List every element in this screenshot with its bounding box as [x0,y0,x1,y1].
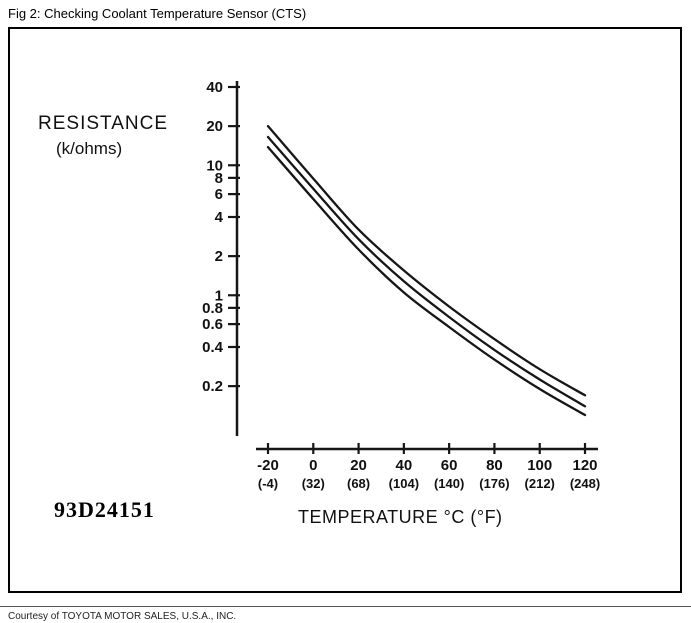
x-tick-label-celsius: 120 [572,457,597,474]
figure-caption: Fig 2: Checking Coolant Temperature Sens… [8,6,307,21]
x-tick-label-celsius: -20 [257,457,279,474]
y-tick-label: 40 [206,79,223,96]
x-tick-label-fahrenheit: (212) [525,476,555,491]
y-tick-label: 0.2 [202,378,223,395]
x-tick-label-fahrenheit: (-4) [258,476,278,491]
x-tick-label-celsius: 100 [527,457,552,474]
y-tick-label: 0.8 [202,300,223,317]
x-tick-label-fahrenheit: (248) [570,476,600,491]
footer-divider [0,606,691,607]
x-tick-label-fahrenheit: (176) [479,476,509,491]
y-tick-label: 0.6 [202,316,223,333]
y-tick-label: 20 [206,118,223,135]
y-tick-label: 8 [215,170,223,187]
y-tick-label: 0.4 [202,339,224,356]
y-axis-title: RESISTANCE [38,113,169,134]
figure-id: 93D24151 [54,497,155,522]
x-tick-label-celsius: 60 [441,457,458,474]
x-tick-label-fahrenheit: (104) [389,476,419,491]
y-tick-label: 6 [215,186,223,203]
x-tick-label-celsius: 0 [309,457,317,474]
x-tick-label-celsius: 20 [350,457,367,474]
curve-lower [266,145,587,417]
y-axis-units: (k/ohms) [56,139,123,158]
x-tick-label-fahrenheit: (68) [347,476,370,491]
x-tick-label-celsius: 40 [396,457,413,474]
courtesy-note: Courtesy of TOYOTA MOTOR SALES, U.S.A., … [8,611,237,622]
y-tick-label: 1 [215,287,223,304]
y-tick-label: 4 [215,209,224,226]
x-tick-label-fahrenheit: (32) [302,476,325,491]
curve-upper [266,124,587,397]
y-tick-label: 10 [206,157,223,174]
y-tick-label: 2 [215,248,223,265]
x-tick-label-celsius: 80 [486,457,503,474]
x-axis: -20 (-4) 0 (32) 20 (68) 40 (104) 60 (140) 80 (176) 1… [256,443,600,491]
curve-middle [266,135,587,408]
x-tick-label-fahrenheit: (140) [434,476,464,491]
x-axis-title: TEMPERATURE °C (°F) [298,507,503,527]
figure-frame: 40 20 10 8 6 4 2 1 0.8 0.6 0.4 0.2 -20 (-4) 0 (32) 20 (68… [8,27,682,593]
